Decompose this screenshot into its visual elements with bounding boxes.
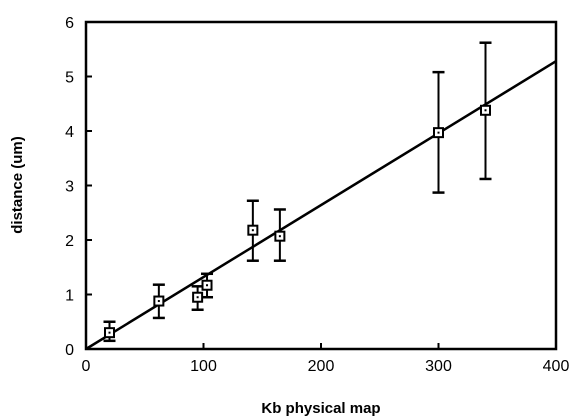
data-point bbox=[247, 224, 259, 236]
y-tick-label: 4 bbox=[65, 124, 74, 141]
x-tick-label: 200 bbox=[308, 358, 335, 375]
x-tick-label: 100 bbox=[190, 358, 217, 375]
errorbar-layer bbox=[103, 41, 492, 343]
data-point bbox=[192, 291, 204, 303]
y-tick-label: 2 bbox=[65, 233, 74, 250]
x-tick-label: 0 bbox=[82, 358, 91, 375]
data-point bbox=[433, 127, 444, 139]
data-point bbox=[104, 327, 115, 339]
data-point bbox=[153, 295, 165, 307]
x-tick-label: 300 bbox=[425, 358, 452, 375]
y-tick-label: 3 bbox=[65, 179, 74, 196]
y-tick-label: 6 bbox=[65, 15, 74, 32]
point-layer bbox=[104, 104, 491, 339]
ticks-layer: 0 100 200 300 400 0 1 2 3 4 5 6 bbox=[65, 15, 569, 375]
data-point bbox=[480, 104, 491, 116]
data-point bbox=[201, 279, 213, 291]
y-tick-label: 5 bbox=[65, 70, 74, 87]
y-axis-label: distance (um) bbox=[9, 136, 26, 234]
y-tick-label: 0 bbox=[65, 342, 74, 359]
data-point bbox=[274, 230, 286, 242]
x-axis-label: Kb physical map bbox=[261, 400, 380, 417]
y-tick-label: 1 bbox=[65, 288, 74, 305]
x-tick-label: 400 bbox=[543, 358, 570, 375]
